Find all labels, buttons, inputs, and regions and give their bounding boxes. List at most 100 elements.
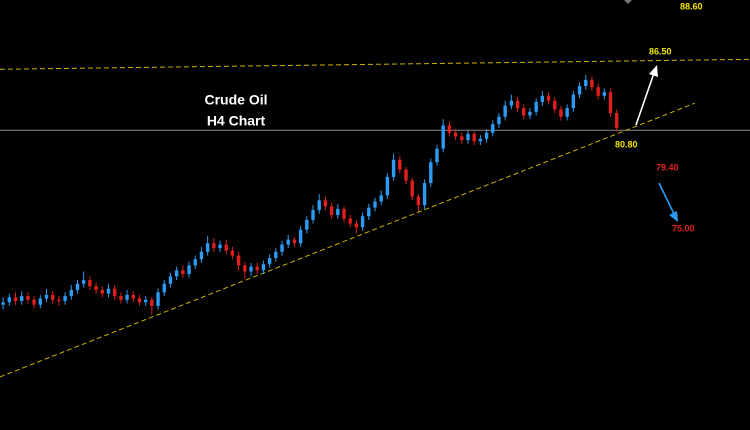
candle-body (435, 148, 439, 163)
candle-body (19, 296, 24, 301)
candle-body (429, 162, 433, 184)
candle-body (478, 138, 483, 142)
price-label: 86.50 (649, 46, 672, 56)
candle-body (497, 116, 501, 125)
candle-body (305, 219, 309, 230)
candle-body (522, 108, 526, 116)
candle-body (577, 86, 582, 95)
candle-body (267, 258, 272, 265)
candle-body (162, 283, 166, 293)
price-label: 88.60 (680, 1, 703, 11)
scroll-marker (624, 0, 632, 4)
candle-body (298, 229, 303, 244)
candle-body (416, 196, 421, 206)
candle-body (88, 280, 92, 287)
candle-body (460, 136, 464, 141)
candle-body (354, 223, 359, 228)
candles (1, 74, 619, 315)
candle-body (565, 108, 569, 117)
candle-body (336, 208, 340, 215)
candle-body (50, 294, 55, 300)
candle-body (218, 244, 222, 249)
price-label: 75.00 (672, 223, 695, 233)
candle-body (398, 159, 402, 170)
candle-body (602, 92, 607, 96)
candle-body (274, 251, 278, 258)
candle-body (286, 239, 290, 245)
drawing-lines (0, 58, 750, 378)
candle-body (187, 265, 191, 274)
candle-body (38, 298, 42, 305)
candle-body (212, 243, 216, 249)
candle-body (156, 292, 160, 306)
candle-body (13, 297, 18, 301)
candle-body (44, 294, 49, 299)
price-label: 79.40 (656, 162, 679, 172)
chart-subtitle: H4 Chart (207, 113, 266, 129)
candle-body (168, 276, 173, 284)
candle-body (199, 251, 204, 260)
candle-body (75, 283, 80, 290)
candle-body (255, 266, 259, 271)
candle-body (81, 280, 86, 284)
candle-body (7, 297, 12, 303)
candle-body (373, 201, 377, 208)
candle-body (311, 210, 315, 220)
candle-body (100, 289, 104, 294)
candle-body (63, 296, 67, 301)
up-arrow (635, 65, 658, 126)
candle-body (367, 207, 371, 217)
price-label: 80.80 (615, 139, 638, 149)
candle-body (391, 159, 396, 177)
candle-body (131, 294, 135, 299)
candle-body (261, 264, 266, 271)
candle-body (69, 289, 73, 297)
candle-body (472, 133, 476, 142)
candle-body (143, 299, 148, 303)
candle-body (1, 302, 5, 305)
candle-body (193, 259, 197, 266)
candle-body (503, 105, 507, 117)
candle-body (515, 100, 520, 109)
candle-body (236, 255, 241, 266)
candle-body (249, 266, 253, 272)
candle-body (243, 265, 247, 272)
candle-body (150, 299, 154, 306)
candle-body (26, 296, 30, 300)
candle-body (32, 299, 36, 305)
candle-body (608, 92, 613, 114)
candle-body (590, 79, 594, 88)
candle-body (540, 95, 545, 102)
candle-body (509, 100, 514, 106)
candle-body (205, 243, 210, 252)
candle-body (379, 195, 383, 202)
candle-body (441, 125, 445, 149)
candle-body (119, 296, 123, 300)
candle-body (317, 200, 321, 211)
candle-body (553, 100, 557, 110)
candle-body (534, 101, 538, 112)
candle-body (410, 180, 414, 197)
candle-body (112, 288, 117, 297)
trend-line (0, 58, 750, 70)
candle-body (174, 270, 179, 277)
candle-body (360, 216, 365, 228)
candle-body (94, 286, 98, 290)
trend-line (0, 102, 696, 378)
candle-body (571, 94, 576, 109)
candle-body (106, 288, 111, 294)
candle-body (484, 132, 489, 139)
candle-body (348, 218, 352, 224)
candle-body (453, 132, 458, 137)
candle-body (528, 111, 532, 116)
candle-body (422, 183, 427, 206)
candle-body (280, 244, 284, 252)
candle-body (137, 298, 142, 303)
down-arrow (658, 182, 678, 222)
candle-body (559, 109, 563, 117)
candle-body (491, 124, 495, 133)
candle-body (181, 270, 185, 274)
candle-body (57, 299, 61, 301)
candle-body (404, 169, 408, 181)
